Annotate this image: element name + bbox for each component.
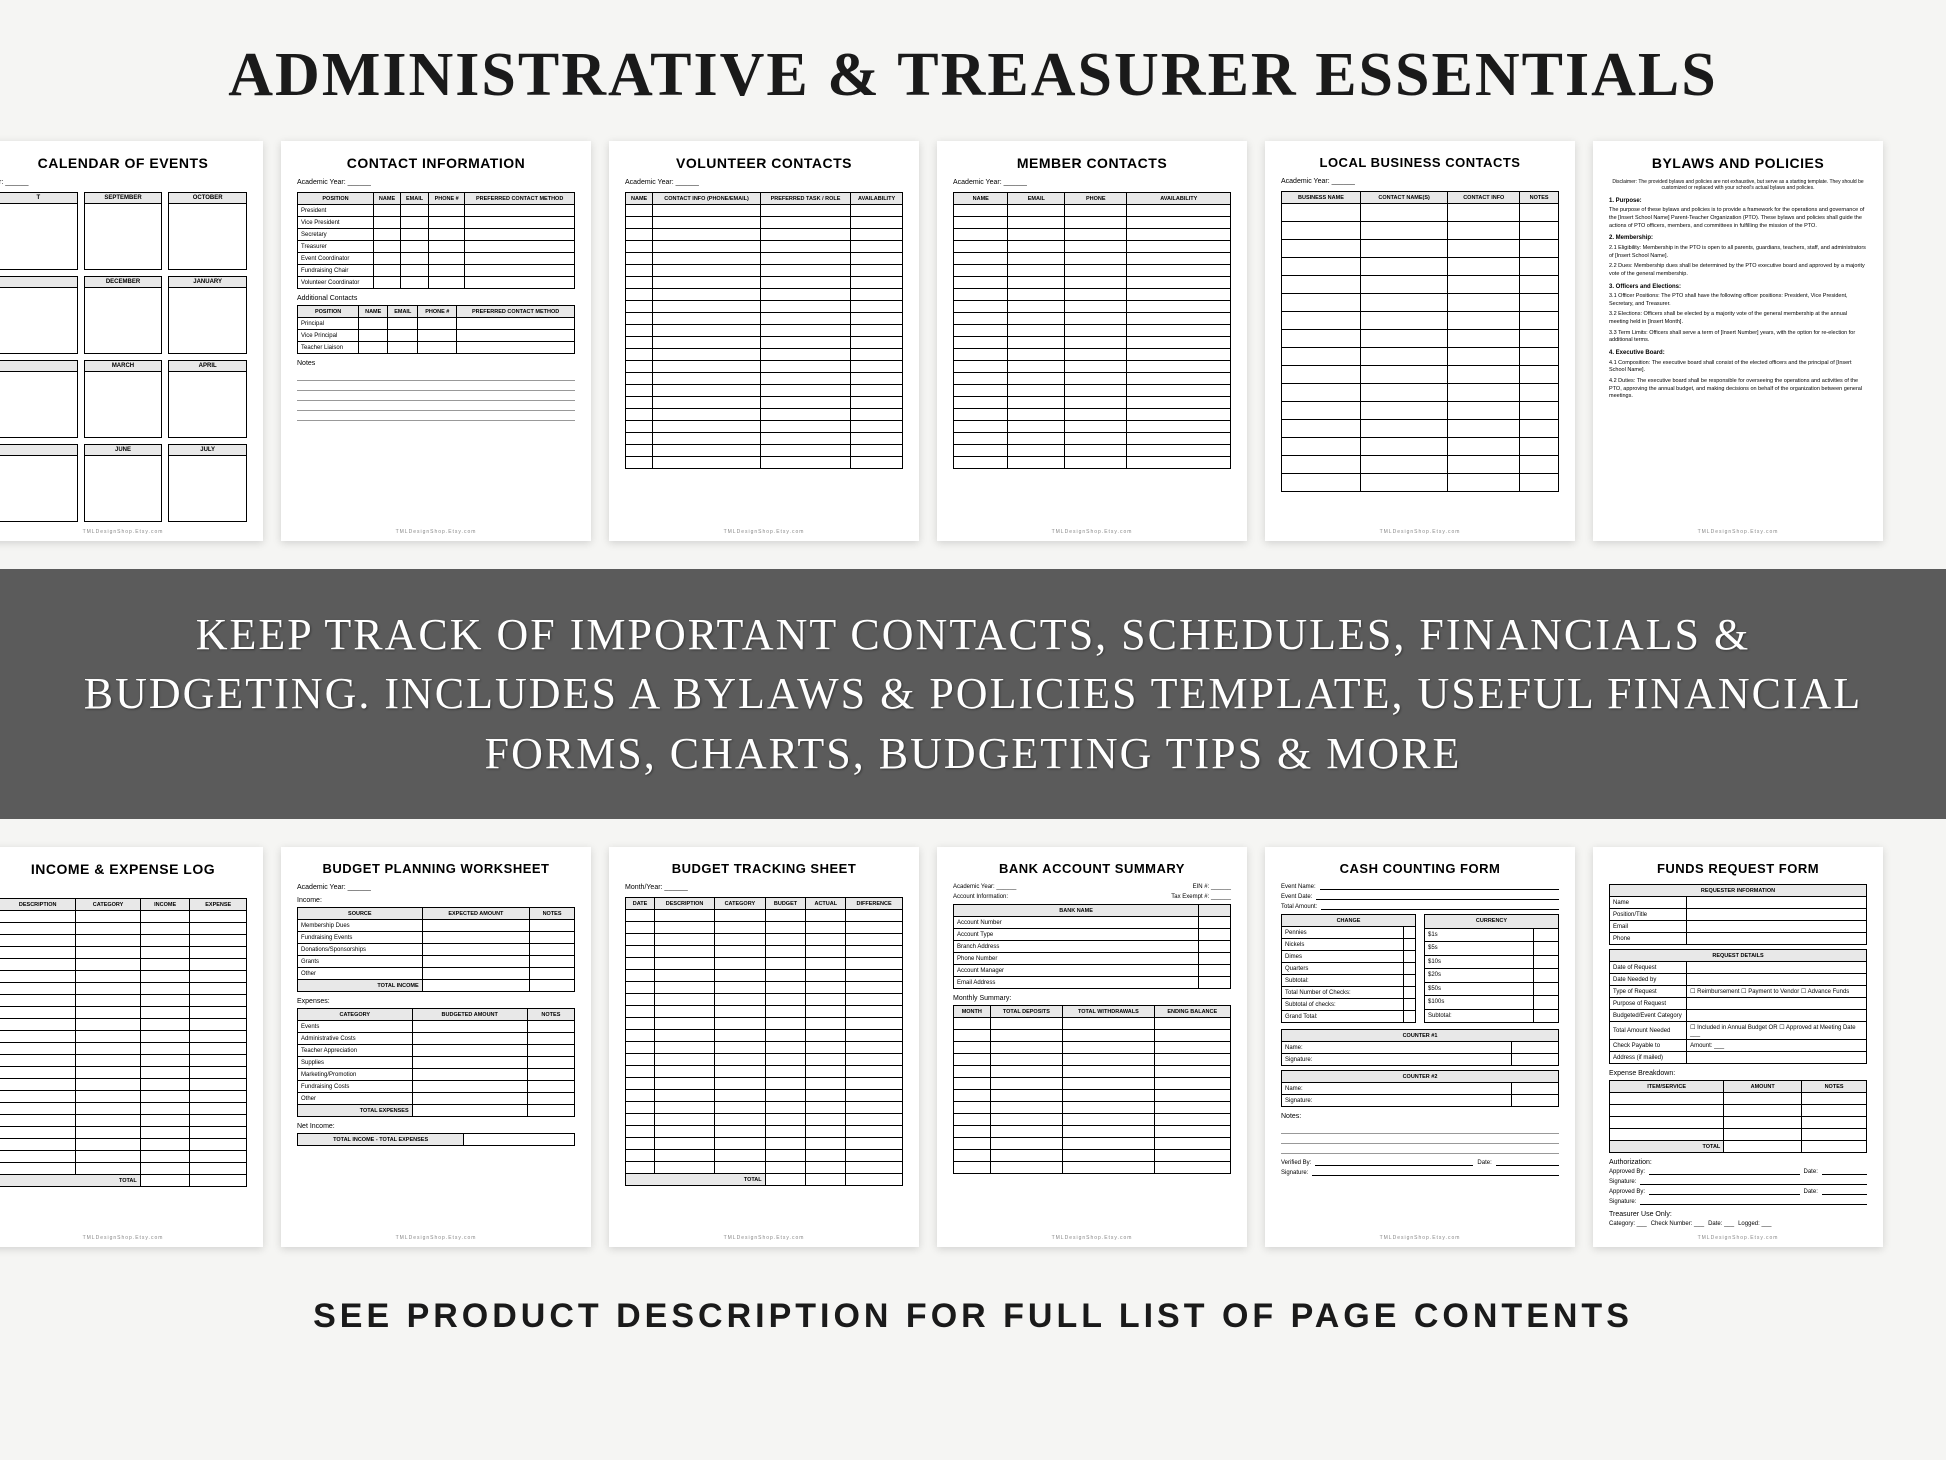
page-bylaws: BYLAWS AND POLICIES Disclaimer: The prov… — [1593, 141, 1883, 541]
page-title: CASH COUNTING FORM — [1281, 861, 1559, 876]
sig-line: Signature: — [1281, 1170, 1559, 1176]
cash-currency-table: CURRENCY$1s$5s$10s$20s$50s$100sSubtotal: — [1424, 914, 1559, 1023]
notes-lines — [1281, 1124, 1559, 1154]
bp-income-table: SOURCEEXPECTED AMOUNTNOTESMembership Due… — [297, 907, 575, 992]
bylaws-subtitle: Disclaimer: The provided bylaws and poli… — [1609, 179, 1867, 191]
page-member: MEMBER CONTACTS Academic Year: ______ NA… — [937, 141, 1247, 541]
treas-label: Treasurer Use Only: — [1609, 1211, 1867, 1218]
verify-line: Verified By:Date: — [1281, 1160, 1559, 1166]
footer: TMLDesignShop.Etsy.com — [0, 529, 263, 535]
footer: TMLDesignShop.Etsy.com — [609, 529, 919, 535]
page-title: INCOME & EXPENSE LOG — [0, 861, 247, 877]
footer: TMLDesignShop.Etsy.com — [609, 1235, 919, 1241]
member-table: NAMEEMAILPHONEAVAILABILITY — [953, 192, 1231, 469]
page-title: LOCAL BUSINESS CONTACTS — [1281, 155, 1559, 170]
budget-track-table: DATEDESCRIPTIONCATEGORYBUDGETACTUALDIFFE… — [625, 897, 903, 1186]
top-row: CALENDAR OF EVENTS r: ______ TSEPTEMBERO… — [0, 141, 1946, 541]
monthly-label: Monthly Summary: — [953, 995, 1231, 1002]
footer: TMLDesignShop.Etsy.com — [0, 1235, 263, 1241]
page-calendar: CALENDAR OF EVENTS r: ______ TSEPTEMBERO… — [0, 141, 263, 541]
footer: TMLDesignShop.Etsy.com — [1265, 1235, 1575, 1241]
bank-acct-line: Account Information:Tax Exempt #: ______ — [953, 894, 1231, 900]
page-title: VOLUNTEER CONTACTS — [625, 155, 903, 171]
academic-year: Academic Year: ______ — [1281, 178, 1559, 185]
additional-label: Additional Contacts — [297, 295, 575, 302]
footer: TMLDesignShop.Etsy.com — [281, 1235, 591, 1241]
net-table: TOTAL INCOME - TOTAL EXPENSES — [297, 1133, 575, 1146]
footer: TMLDesignShop.Etsy.com — [937, 529, 1247, 535]
counter1-hdr: COUNTER #1 — [1282, 1030, 1559, 1042]
additional-contacts-table: POSITIONNAMEEMAILPHONE #PREFERRED CONTAC… — [297, 305, 575, 354]
volunteer-table: NAMECONTACT INFO (PHONE/EMAIL)PREFERRED … — [625, 192, 903, 469]
calendar-grid: TSEPTEMBEROCTOBER DECEMBERJANUARY MARCHA… — [0, 192, 247, 522]
funds-requester-table: REQUESTER INFORMATIONNamePosition/TitleE… — [1609, 884, 1867, 945]
bylaws-body: 1. Purpose:The purpose of these bylaws a… — [1609, 197, 1867, 401]
main-title: ADMINISTRATIVE & TREASURER ESSENTIALS — [0, 0, 1946, 141]
footer: TMLDesignShop.Etsy.com — [1593, 529, 1883, 535]
page-title: CONTACT INFORMATION — [297, 155, 575, 171]
page-budget-track: BUDGET TRACKING SHEET Month/Year: ______… — [609, 847, 919, 1247]
funds-details-table: REQUEST DETAILSDate of RequestDate Neede… — [1609, 949, 1867, 1064]
contact-table: POSITIONNAMEEMAILPHONE #PREFERRED CONTAC… — [297, 192, 575, 289]
page-bank: BANK ACCOUNT SUMMARY Academic Year: ____… — [937, 847, 1247, 1247]
counter1-table: COUNTER #1 Name: Signature: — [1281, 1029, 1559, 1066]
bp-expense-table: CATEGORYBUDGETED AMOUNTNOTESEventsAdmini… — [297, 1008, 575, 1117]
page-title: BUDGET PLANNING WORKSHEET — [297, 861, 575, 876]
banner: KEEP TRACK OF IMPORTANT CONTACTS, SCHEDU… — [0, 569, 1946, 819]
bottom-row: INCOME & EXPENSE LOG DESCRIPTIONCATEGORY… — [0, 847, 1946, 1247]
page-contact-info: CONTACT INFORMATION Academic Year: _____… — [281, 141, 591, 541]
business-table: BUSINESS NAMECONTACT NAME(S)CONTACT INFO… — [1281, 191, 1559, 492]
academic-year: Academic Year: ______ — [297, 179, 575, 186]
page-title: CALENDAR OF EVENTS — [0, 155, 247, 171]
bank-acct-table: BANK NAMEAccount NumberAccount TypeBranc… — [953, 904, 1231, 989]
income-label: Income: — [297, 897, 575, 904]
footer: TMLDesignShop.Etsy.com — [281, 529, 591, 535]
year-line: r: ______ — [0, 179, 247, 186]
footer: TMLDesignShop.Etsy.com — [1265, 529, 1575, 535]
page-title: FUNDS REQUEST FORM — [1609, 861, 1867, 876]
page-title: BANK ACCOUNT SUMMARY — [953, 861, 1231, 876]
page-title: MEMBER CONTACTS — [953, 155, 1231, 171]
cash-change-table: CHANGEPenniesNickelsDimesQuartersSubtota… — [1281, 914, 1416, 1023]
income-table: DESCRIPTIONCATEGORYINCOMEEXPENSETOTAL — [0, 898, 247, 1187]
notes-label: Notes — [297, 360, 575, 367]
bottom-caption: SEE PRODUCT DESCRIPTION FOR FULL LIST OF… — [0, 1297, 1946, 1336]
bank-top-line: Academic Year: ______EIN #: ______ — [953, 884, 1231, 890]
counter2-hdr: COUNTER #2 — [1282, 1071, 1559, 1083]
page-business: LOCAL BUSINESS CONTACTS Academic Year: _… — [1265, 141, 1575, 541]
funds-expense-table: ITEM/SERVICEAMOUNTNOTESTOTAL — [1609, 1080, 1867, 1153]
page-title: BUDGET TRACKING SHEET — [625, 861, 903, 876]
month-year: Month/Year: ______ — [625, 884, 903, 891]
academic-year: Academic Year: ______ — [297, 884, 575, 891]
page-cash: CASH COUNTING FORM Event Name:Event Date… — [1265, 847, 1575, 1247]
counter2-table: COUNTER #2 Name: Signature: — [1281, 1070, 1559, 1107]
page-title: BYLAWS AND POLICIES — [1609, 155, 1867, 171]
cash-twocol: CHANGEPenniesNickelsDimesQuartersSubtota… — [1281, 914, 1559, 1023]
page-income-log: INCOME & EXPENSE LOG DESCRIPTIONCATEGORY… — [0, 847, 263, 1247]
funds-auth-lines: Approved By:Date:Signature:Approved By:D… — [1609, 1169, 1867, 1205]
academic-year: Academic Year: ______ — [953, 179, 1231, 186]
footer: TMLDesignShop.Etsy.com — [1593, 1235, 1883, 1241]
academic-year: Academic Year: ______ — [625, 179, 903, 186]
funds-treas-line: Category: ___ Check Number: ___ Date: __… — [1609, 1221, 1867, 1227]
notes-label: Notes: — [1281, 1113, 1559, 1120]
net-label: Net Income: — [297, 1123, 575, 1130]
notes-lines — [297, 371, 575, 421]
expense-label: Expense Breakdown: — [1609, 1070, 1867, 1077]
bank-monthly-table: MONTHTOTAL DEPOSITSTOTAL WITHDRAWALSENDI… — [953, 1005, 1231, 1174]
footer: TMLDesignShop.Etsy.com — [937, 1235, 1247, 1241]
auth-label: Authorization: — [1609, 1159, 1867, 1166]
page-volunteer: VOLUNTEER CONTACTS Academic Year: ______… — [609, 141, 919, 541]
page-funds: FUNDS REQUEST FORM REQUESTER INFORMATION… — [1593, 847, 1883, 1247]
page-budget-plan: BUDGET PLANNING WORKSHEET Academic Year:… — [281, 847, 591, 1247]
expenses-label: Expenses: — [297, 998, 575, 1005]
net-formula: TOTAL INCOME - TOTAL EXPENSES — [298, 1134, 464, 1146]
cash-event-lines: Event Name:Event Date:Total Amount: — [1281, 884, 1559, 910]
